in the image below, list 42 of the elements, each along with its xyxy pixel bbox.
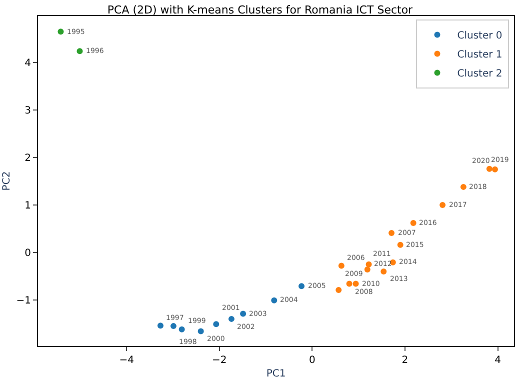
y-tick-label: 4 <box>24 58 31 70</box>
point <box>298 283 305 290</box>
legend-label: Cluster 2 <box>457 68 502 80</box>
point <box>352 280 359 287</box>
legend-label: Cluster 0 <box>457 30 502 42</box>
x-tick-label: 4 <box>494 355 501 366</box>
x-tick-label: 0 <box>309 355 316 366</box>
point <box>336 286 342 293</box>
y-tick-label: 3 <box>24 106 31 117</box>
point <box>388 230 395 236</box>
point <box>486 166 492 172</box>
x-axis-title: PC1 <box>266 368 286 380</box>
point <box>240 310 246 317</box>
point <box>271 297 278 304</box>
y-axis-title: PC2 <box>1 171 12 191</box>
y-tick-label: 1 <box>24 200 31 212</box>
point <box>460 184 466 190</box>
point <box>366 261 372 268</box>
point <box>364 266 370 273</box>
point <box>213 321 220 328</box>
point <box>338 262 344 269</box>
point <box>346 280 352 287</box>
x-tick-label: −4 <box>119 355 134 366</box>
point <box>228 316 234 322</box>
chart-title: PCA (2D) with K-means Clusters for Romania ICT Sector <box>107 3 414 16</box>
point <box>157 322 164 329</box>
point <box>198 328 204 334</box>
x-tick-label: −2 <box>212 355 227 366</box>
point <box>58 28 64 35</box>
point <box>380 268 387 274</box>
y-tick-label: −1 <box>16 295 31 306</box>
point <box>170 323 176 330</box>
legend-label: Cluster 1 <box>457 50 502 61</box>
point <box>76 48 83 54</box>
y-tick-label: 2 <box>24 153 31 164</box>
point <box>440 202 446 208</box>
y-tick-label: 0 <box>24 248 31 259</box>
point <box>178 326 185 332</box>
point <box>410 220 416 226</box>
x-tick-label: 2 <box>402 355 408 366</box>
point <box>397 242 404 248</box>
point <box>492 166 498 172</box>
